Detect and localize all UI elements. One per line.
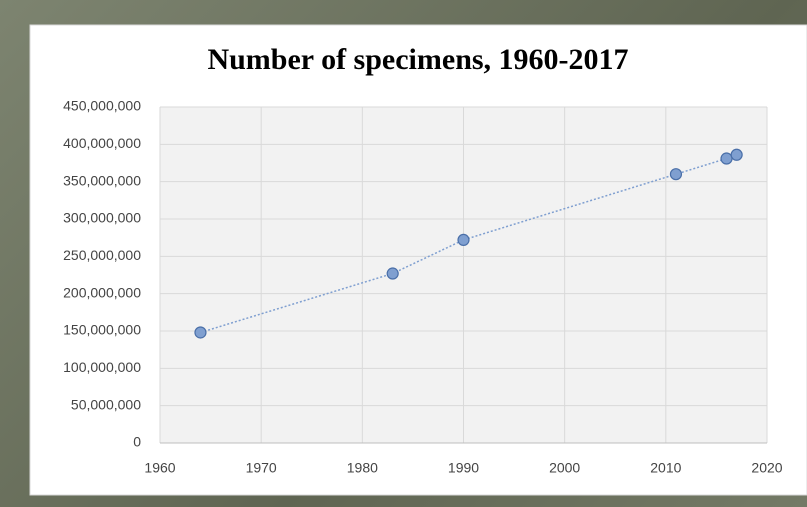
x-tick-label: 2010 bbox=[650, 460, 681, 476]
y-tick-label: 350,000,000 bbox=[63, 172, 141, 188]
y-tick-label: 400,000,000 bbox=[63, 135, 141, 151]
x-tick-label: 1960 bbox=[144, 460, 175, 476]
y-tick-label: 100,000,000 bbox=[63, 359, 141, 375]
x-tick-label: 1990 bbox=[448, 460, 479, 476]
data-point bbox=[731, 149, 742, 160]
data-point bbox=[458, 234, 469, 245]
page: {"chart_data": {"type": "scatter", "titl… bbox=[0, 0, 807, 507]
y-tick-label: 300,000,000 bbox=[63, 210, 141, 226]
y-tick-label: 200,000,000 bbox=[63, 284, 141, 300]
data-point bbox=[387, 268, 398, 279]
chart-title: Number of specimens, 1960-2017 bbox=[207, 43, 628, 76]
data-point bbox=[721, 153, 732, 164]
chart: Number of specimens, 1960-2017 0 50,000,0… bbox=[0, 0, 807, 507]
x-tick-label: 1980 bbox=[347, 460, 378, 476]
x-tick-label: 2000 bbox=[549, 460, 580, 476]
x-tick-label: 2020 bbox=[751, 460, 782, 476]
data-point bbox=[670, 169, 681, 180]
y-tick-label: 250,000,000 bbox=[63, 247, 141, 263]
y-tick-label: 150,000,000 bbox=[63, 322, 141, 338]
x-tick-label: 1970 bbox=[246, 460, 277, 476]
y-tick-label: 0 bbox=[133, 434, 141, 450]
y-tick-label: 450,000,000 bbox=[63, 98, 141, 114]
data-point bbox=[195, 327, 206, 338]
y-tick-label: 50,000,000 bbox=[71, 396, 141, 412]
